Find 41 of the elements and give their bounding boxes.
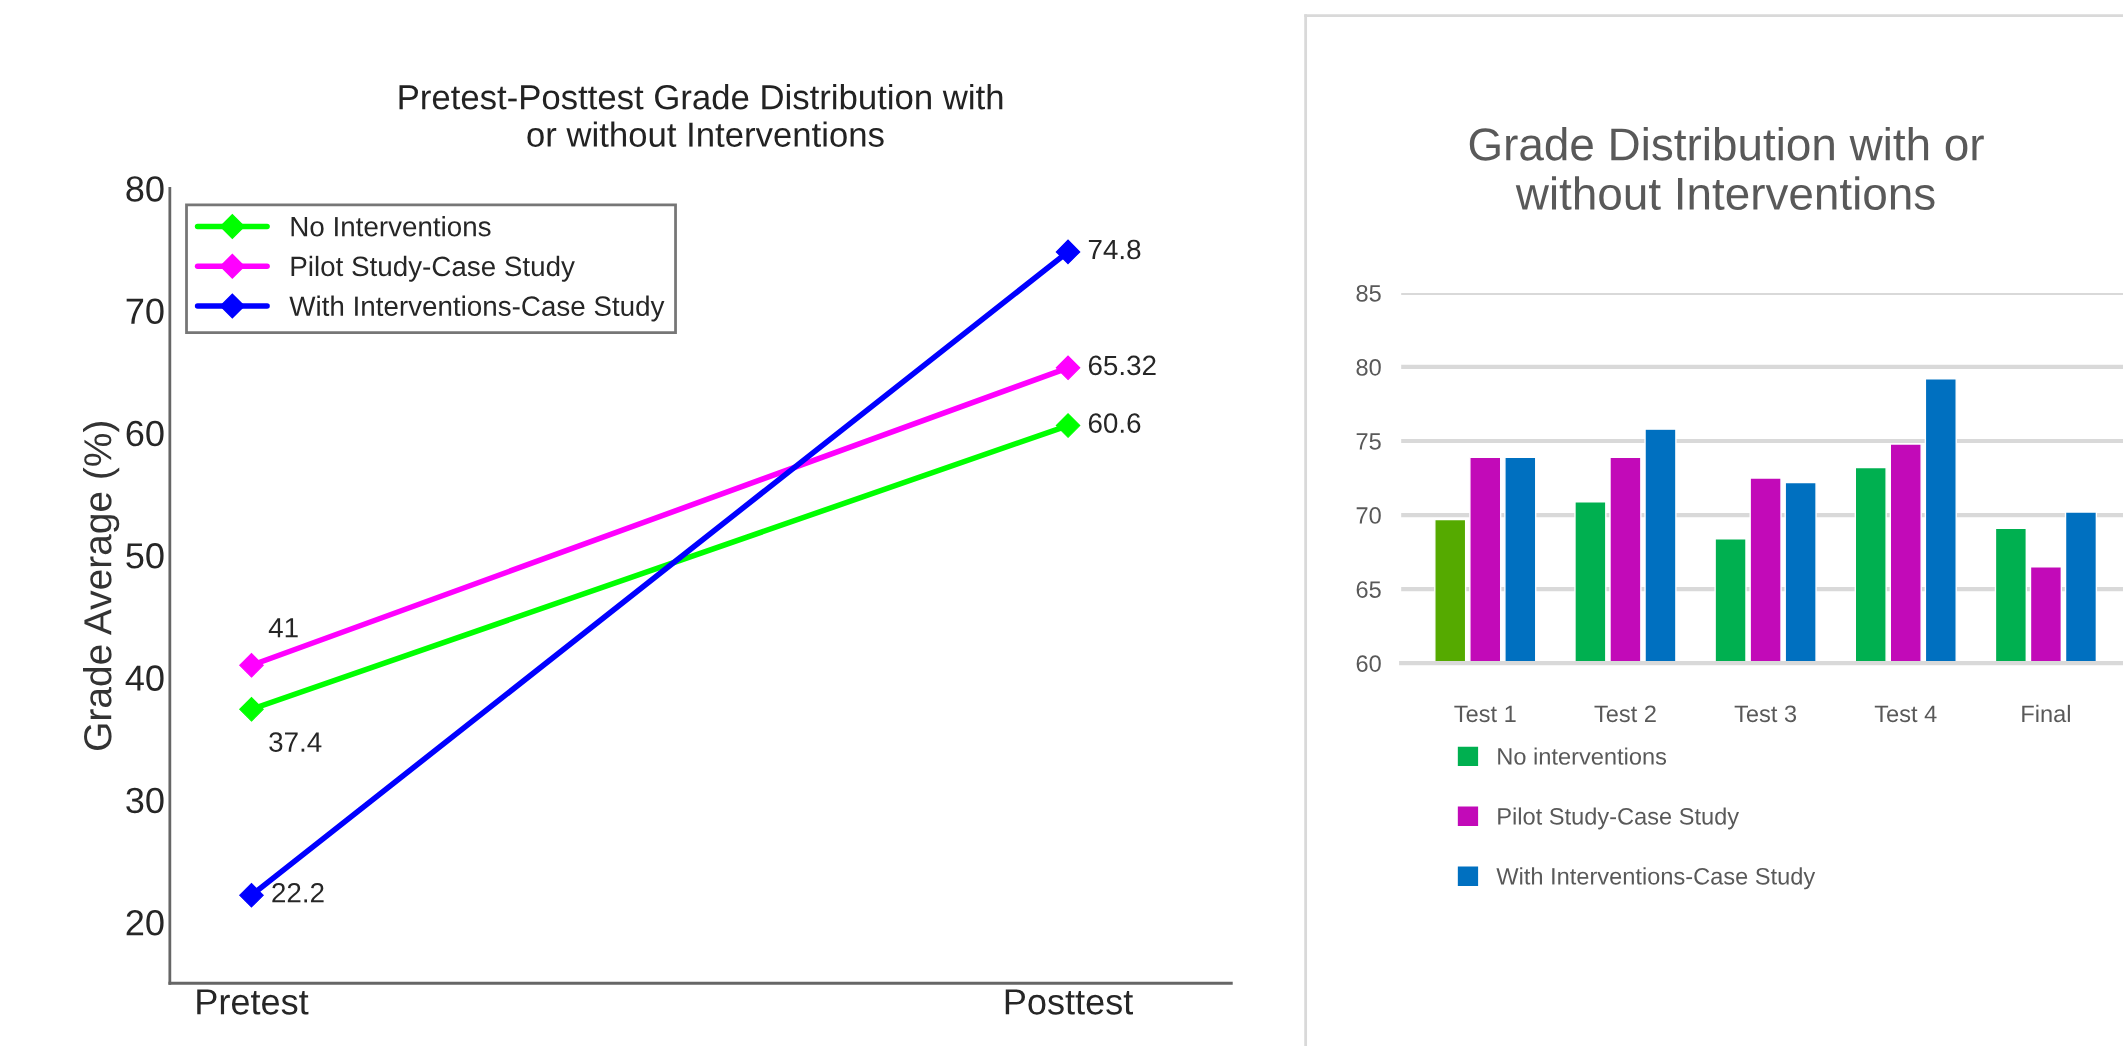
y-tick-label: 20	[126, 909, 164, 936]
point	[239, 652, 264, 678]
data-label: 65.32	[1088, 355, 1156, 376]
x-tick-label: Pretest	[197, 989, 309, 1015]
legend-label: With Interventions-Case Study	[1496, 867, 1816, 890]
x-tick-label: Test 2	[1594, 705, 1656, 723]
y-tick-label: 65	[1356, 581, 1381, 598]
y-tick-label: 80	[1356, 359, 1381, 376]
y-tick-label: 70	[1356, 507, 1381, 524]
x-tick-label: Test 4	[1874, 705, 1937, 723]
point	[1055, 413, 1081, 438]
y-tick-label: 60	[126, 420, 164, 447]
y-axis-title: Grade Average (%)	[83, 422, 120, 750]
y-tick-label: 60	[1356, 655, 1381, 672]
y-tick-label: 75	[1356, 433, 1381, 450]
legend-label: No interventions	[1498, 747, 1667, 765]
x-tick-label: Test 3	[1734, 705, 1797, 723]
y-tick-label: 70	[126, 298, 164, 325]
legend-label: Pilot Study-Case Study	[291, 255, 575, 282]
chart-title: Grade Distribution with or without Interventions	[1469, 126, 1984, 210]
point	[1055, 355, 1081, 381]
data-label: 22.2	[272, 882, 324, 903]
point	[1055, 239, 1081, 265]
y-tick-label: 85	[1356, 284, 1381, 302]
y-tick-label: 30	[126, 787, 164, 814]
legend-label: No Interventions	[291, 216, 491, 237]
data-label: 74.8	[1088, 239, 1141, 260]
data-label: 60.6	[1088, 413, 1141, 433]
y-tick-label: 80	[126, 176, 164, 202]
y-tick-label: 50	[126, 543, 164, 569]
data-label: 37.4	[269, 732, 322, 752]
chart-title: Pretest-Posttest Grade Distribution with or without Interventions	[399, 84, 1003, 147]
x-tick-label: Final	[2022, 704, 2070, 723]
x-tick-label: Test 1	[1454, 705, 1516, 723]
data-label: 41	[268, 618, 298, 638]
point	[239, 882, 264, 908]
legend-label: Pilot Study-Case Study	[1498, 807, 1740, 830]
x-tick-label: Posttest	[1005, 989, 1133, 1015]
y-tick-label: 40	[125, 665, 164, 691]
legend-label: With Interventions-Case Study	[289, 295, 665, 322]
point	[239, 696, 264, 722]
